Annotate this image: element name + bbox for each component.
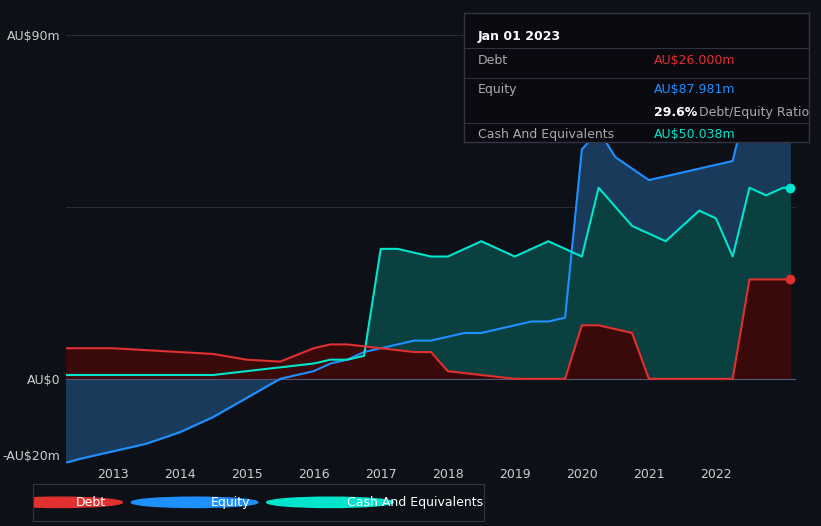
Text: AU$50.038m: AU$50.038m bbox=[654, 128, 735, 141]
Text: 29.6%: 29.6% bbox=[654, 106, 697, 119]
Text: Equity: Equity bbox=[211, 496, 250, 509]
Text: Debt/Equity Ratio: Debt/Equity Ratio bbox=[695, 106, 809, 119]
Text: Cash And Equivalents: Cash And Equivalents bbox=[478, 128, 614, 141]
Text: AU$26.000m: AU$26.000m bbox=[654, 54, 735, 67]
Circle shape bbox=[131, 497, 258, 508]
Text: Cash And Equivalents: Cash And Equivalents bbox=[346, 496, 483, 509]
Text: Debt: Debt bbox=[478, 54, 507, 67]
Text: Jan 01 2023: Jan 01 2023 bbox=[478, 30, 561, 43]
Text: AU$87.981m: AU$87.981m bbox=[654, 83, 735, 96]
Text: Equity: Equity bbox=[478, 83, 517, 96]
Circle shape bbox=[0, 497, 122, 508]
Circle shape bbox=[267, 497, 393, 508]
Text: Debt: Debt bbox=[76, 496, 106, 509]
